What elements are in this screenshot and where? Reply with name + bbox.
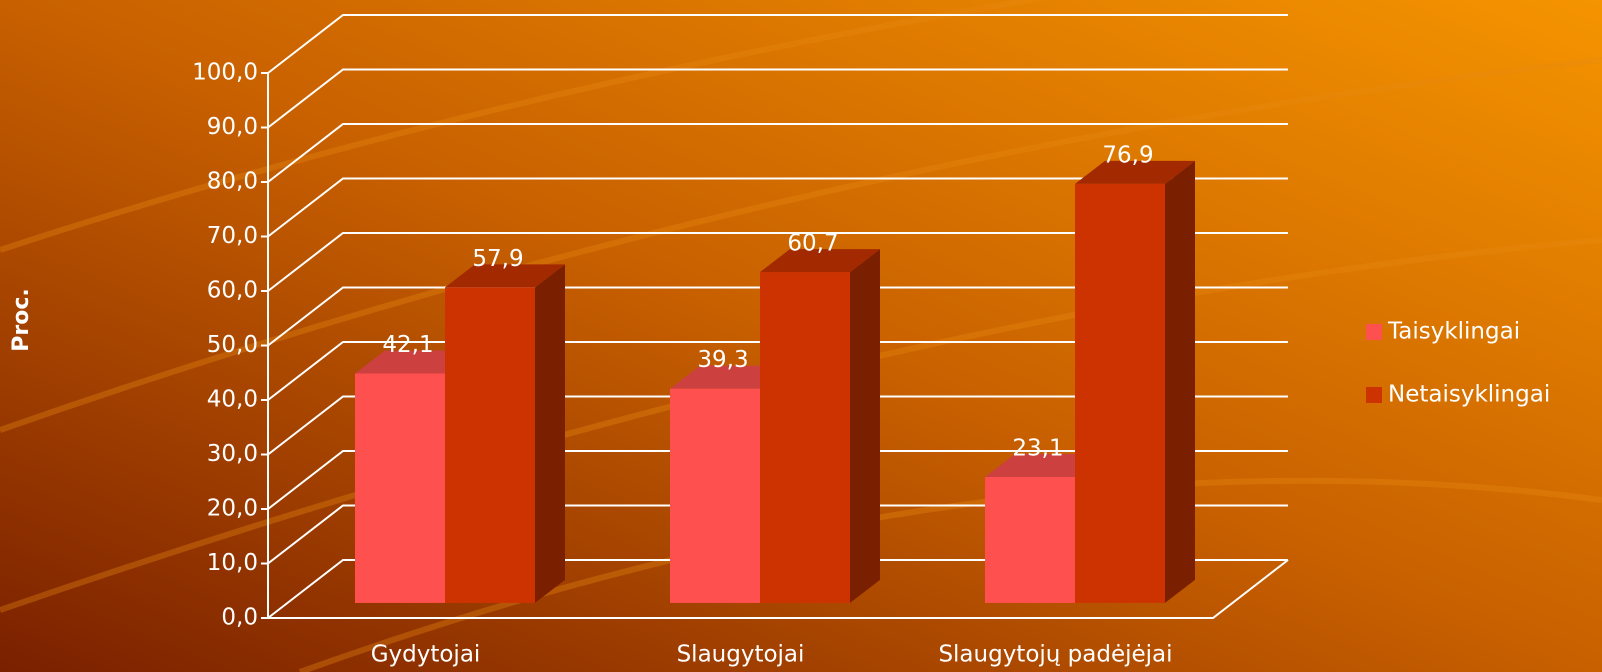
data-label: 76,9 [1102,142,1153,168]
grid-line [267,123,1288,183]
legend-swatch [1366,387,1382,403]
bar-side [1165,160,1195,603]
y-tick-label: 80,0 [207,169,258,195]
y-tick-label: 90,0 [207,114,258,140]
bar-top [445,264,565,288]
y-tick-label: 0,0 [221,605,258,631]
legend-label: Netaisyklingai [1388,382,1550,408]
bar-front [670,388,760,603]
bar [760,249,880,603]
y-tick-label: 40,0 [207,387,258,413]
bar-top [760,249,880,273]
bar-front [760,272,850,603]
floor [268,559,1289,619]
grid-line [267,177,1288,238]
legend-label: Taisyklingai [1387,319,1520,345]
bar [1075,160,1195,603]
grid-line [267,450,1288,510]
bar-side [535,264,565,603]
grid-line [267,395,1288,456]
y-axis-title: Proc. [9,288,34,352]
data-label: 57,9 [472,246,523,272]
y-tick-label: 60,0 [207,278,258,304]
data-label: 23,1 [1012,436,1063,462]
y-tick-label: 100,0 [192,60,258,86]
y-tick-label: 20,0 [207,496,258,522]
bar-front [1075,183,1165,603]
y-tick-label: 10,0 [207,550,258,576]
bar-front [985,477,1075,603]
grid-line [267,68,1288,129]
grid-line [267,504,1288,565]
x-tick-label: Slaugytojų padėjėjai [938,642,1172,668]
legend-swatch [1366,324,1382,340]
data-label: 42,1 [382,332,433,358]
bar-front [355,373,445,603]
grid-line [267,232,1288,292]
y-tick-label: 30,0 [207,441,258,467]
data-label: 39,3 [697,347,748,373]
x-tick-label: Gydytojai [371,642,481,668]
y-tick-label: 50,0 [207,332,258,358]
data-label: 60,7 [787,231,838,257]
grid-line [267,341,1288,401]
grid-line [267,559,1288,619]
grid-line [267,14,1288,74]
bar-top [1075,160,1195,184]
bar-front [445,287,535,603]
grid-line [267,286,1288,347]
bar-side [850,249,880,603]
x-tick-label: Slaugytojai [677,642,805,668]
y-tick-label: 70,0 [207,223,258,249]
bar [445,264,565,603]
